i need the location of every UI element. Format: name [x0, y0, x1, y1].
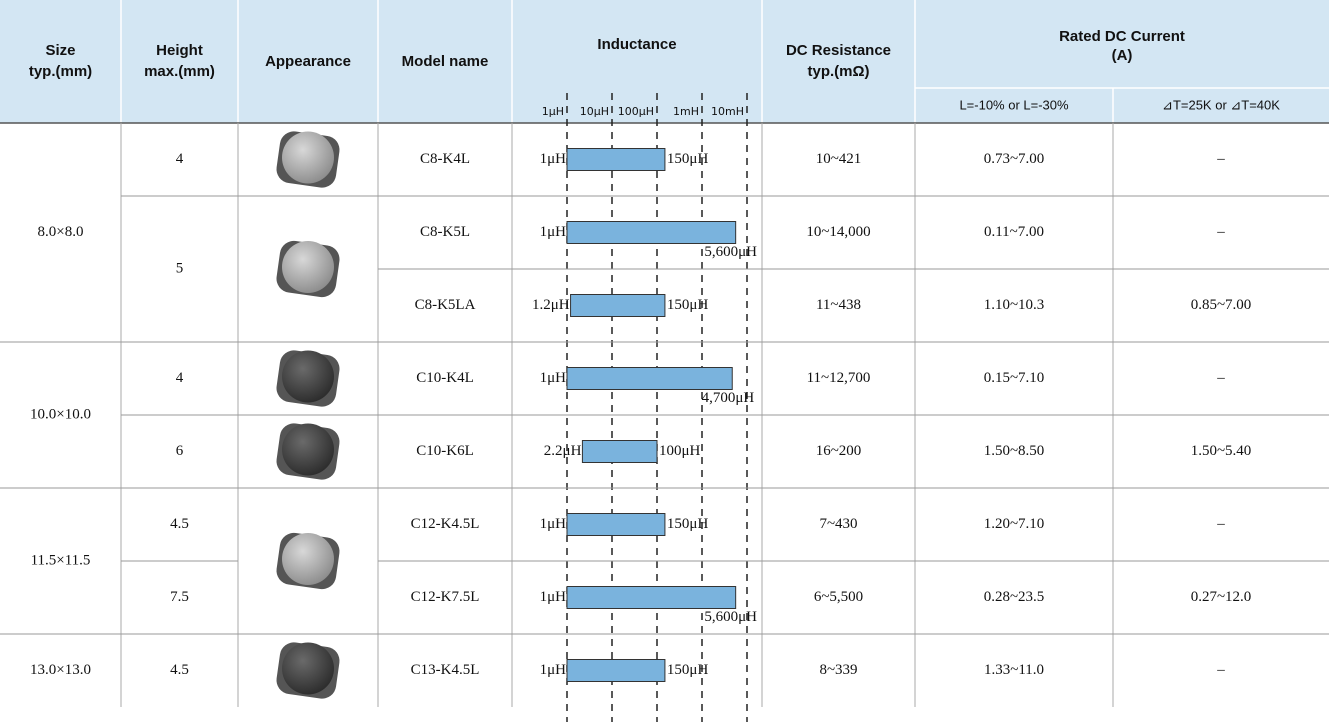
scale-label: 10mH	[711, 105, 744, 118]
inductor-image	[282, 131, 334, 184]
inductor-image	[282, 241, 334, 293]
current-cell: 0.73~7.00	[984, 151, 1045, 167]
header-label: max.(mm)	[144, 63, 215, 80]
inductance-bar	[570, 294, 666, 317]
header-label: Model name	[402, 53, 489, 70]
model-cell: C10-K4L	[416, 370, 474, 386]
current-cell: –	[1216, 151, 1225, 167]
height-cell: 4.5	[170, 662, 189, 678]
size-cell: 10.0×10.0	[30, 406, 91, 422]
current-cell: 1.20~7.10	[984, 516, 1045, 532]
height-cell: 4	[176, 151, 184, 167]
inductor-image	[282, 423, 334, 476]
inductance-max: 4,700μH	[702, 390, 755, 406]
scale-label: 10μH	[580, 105, 609, 118]
header-background	[0, 0, 1329, 123]
inductance-min: 1μH	[540, 662, 567, 678]
model-cell: C12-K7.5L	[411, 589, 480, 605]
header-label: ⊿T=25K or ⊿T=40K	[1162, 97, 1280, 112]
inductance-min: 2.2μH	[544, 443, 582, 459]
header-label: Inductance	[597, 36, 676, 53]
size-cell: 8.0×8.0	[38, 224, 84, 240]
current-cell: 1.10~10.3	[984, 297, 1045, 313]
inductance-max: 5,600μH	[704, 244, 757, 260]
inductance-min: 1μH	[540, 370, 567, 386]
dcr-cell: 10~14,000	[806, 224, 870, 240]
inductance-max: 150μH	[667, 297, 709, 313]
inductance-bar	[566, 221, 737, 244]
dcr-cell: 6~5,500	[814, 589, 863, 605]
current-cell: –	[1216, 662, 1225, 678]
inductor-image	[282, 642, 334, 695]
inductance-min: 1μH	[540, 589, 567, 605]
inductor-image	[282, 533, 334, 585]
inductance-bar	[566, 513, 666, 536]
header-label: L=-10% or L=-30%	[959, 97, 1069, 112]
height-cell: 6	[176, 443, 184, 459]
inductance-max: 150μH	[667, 151, 709, 167]
header-label: Rated DC Current	[1059, 28, 1185, 45]
dcr-cell: 7~430	[819, 516, 857, 532]
dcr-cell: 16~200	[816, 443, 862, 459]
scale-label: 100μH	[618, 105, 654, 118]
model-cell: C8-K5L	[420, 224, 470, 240]
model-cell: C10-K6L	[416, 443, 474, 459]
height-cell: 4.5	[170, 516, 189, 532]
inductance-bar	[566, 659, 666, 682]
height-cell: 7.5	[170, 589, 189, 605]
size-cell: 11.5×11.5	[31, 552, 91, 568]
inductance-bar	[566, 586, 737, 609]
current-cell: 1.50~5.40	[1191, 443, 1252, 459]
inductance-max: 100μH	[659, 443, 701, 459]
current-cell: 0.11~7.00	[984, 224, 1044, 240]
inductance-min: 1μH	[540, 224, 567, 240]
current-cell: 1.33~11.0	[984, 662, 1044, 678]
inductor-image	[282, 350, 334, 403]
header-label: Height	[156, 42, 203, 59]
header-label: (A)	[1112, 47, 1133, 64]
inductance-bar	[566, 148, 666, 171]
header-label: Size	[45, 42, 75, 59]
inductance-min: 1.2μH	[532, 297, 570, 313]
scale-label: 1mH	[673, 105, 699, 118]
size-cell: 13.0×13.0	[30, 662, 91, 678]
inductance-min: 1μH	[540, 151, 567, 167]
header-label: Appearance	[265, 53, 351, 70]
current-cell: –	[1216, 224, 1225, 240]
model-cell: C8-K4L	[420, 151, 470, 167]
height-cell: 4	[176, 370, 184, 386]
current-cell: 0.15~7.10	[984, 370, 1045, 386]
current-cell: 0.85~7.00	[1191, 297, 1252, 313]
current-cell: 0.27~12.0	[1191, 589, 1252, 605]
current-cell: 1.50~8.50	[984, 443, 1045, 459]
inductance-max: 5,600μH	[704, 609, 757, 625]
inductance-max: 150μH	[667, 516, 709, 532]
dcr-cell: 11~12,700	[807, 370, 871, 386]
height-cell: 5	[176, 260, 184, 276]
current-cell: –	[1216, 516, 1225, 532]
model-cell: C12-K4.5L	[411, 516, 480, 532]
header-label: DC Resistance	[786, 42, 891, 59]
model-cell: C13-K4.5L	[411, 662, 480, 678]
current-cell: 0.28~23.5	[984, 589, 1045, 605]
dcr-cell: 10~421	[816, 151, 862, 167]
inductance-bar	[566, 367, 733, 390]
scale-label: 1μH	[542, 105, 564, 118]
inductance-bar	[581, 440, 658, 463]
current-cell: –	[1216, 370, 1225, 386]
model-cell: C8-K5LA	[415, 297, 476, 313]
dcr-cell: 11~438	[816, 297, 861, 313]
dcr-cell: 8~339	[819, 662, 857, 678]
header-label: typ.(mm)	[29, 63, 92, 80]
inductance-min: 1μH	[540, 516, 567, 532]
inductance-max: 150μH	[667, 662, 709, 678]
header-label: typ.(mΩ)	[807, 63, 869, 80]
